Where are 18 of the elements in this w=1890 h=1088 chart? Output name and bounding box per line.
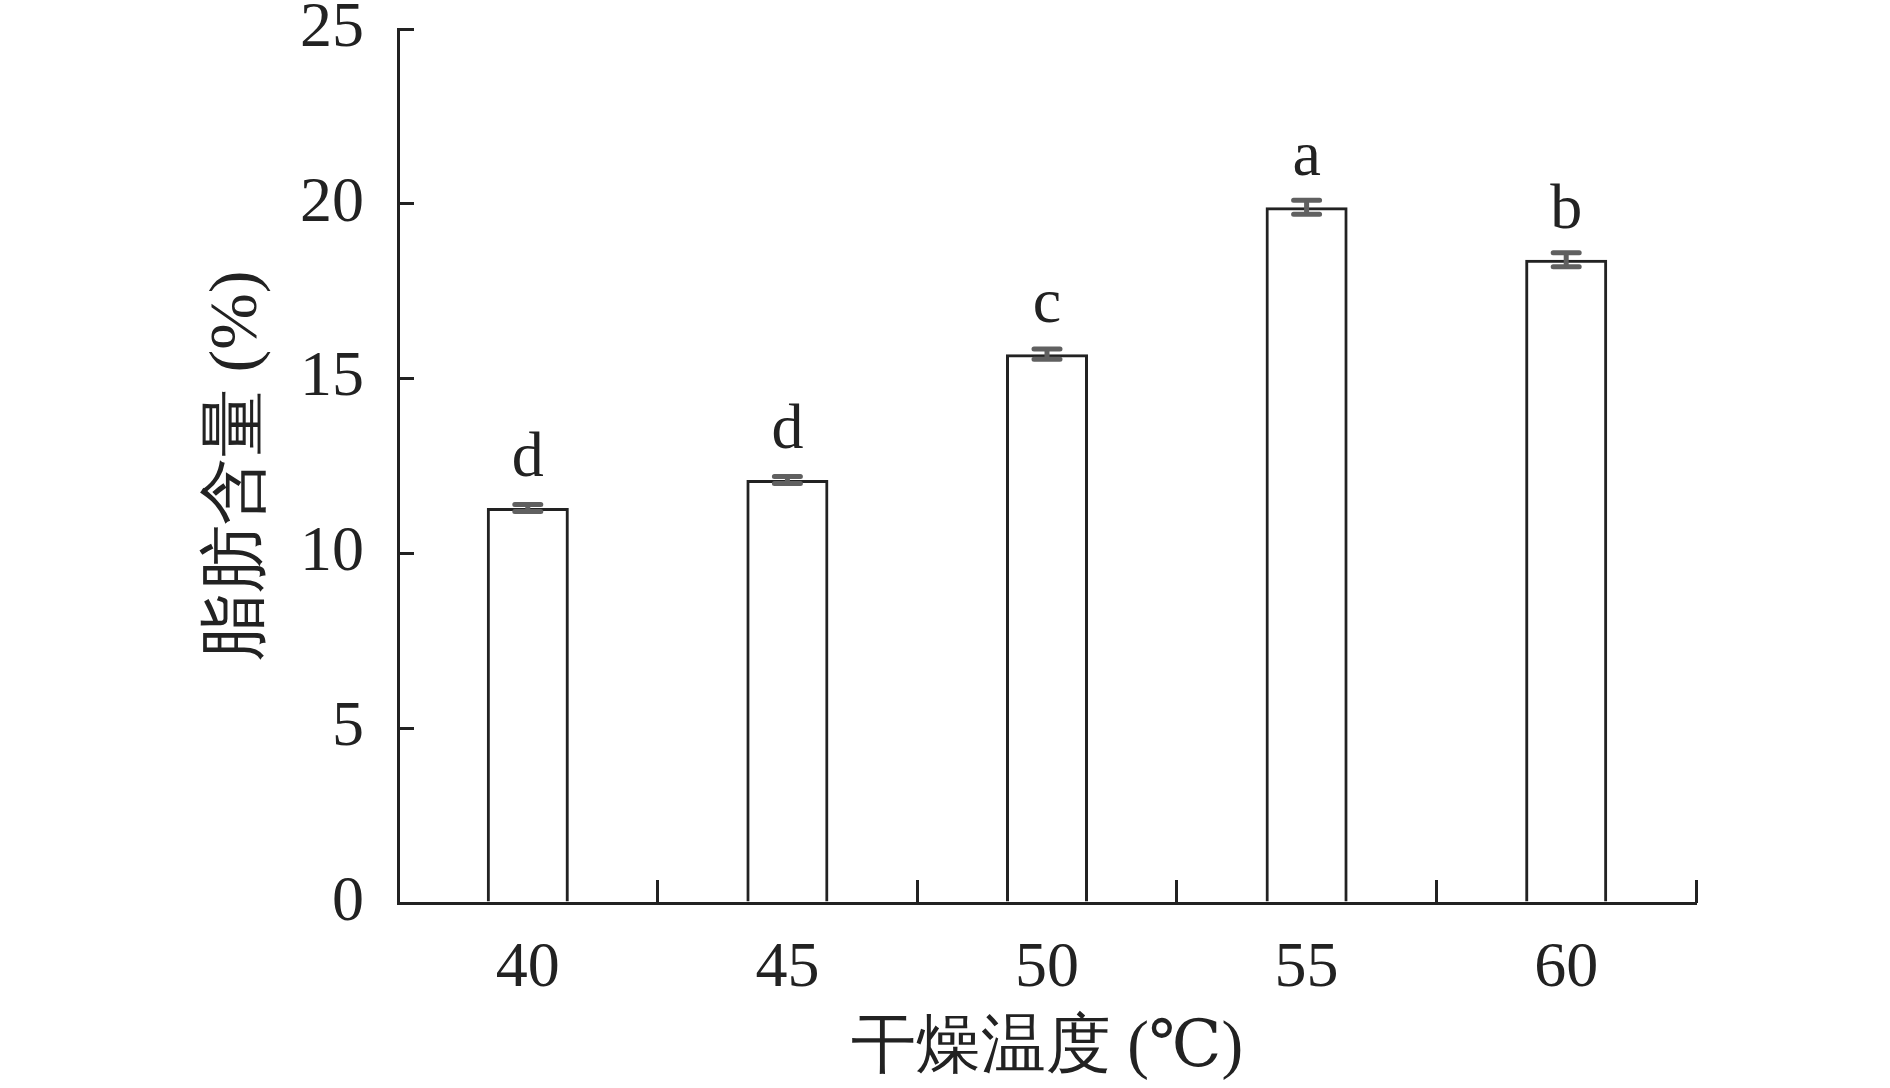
y-tick-label: 10 xyxy=(300,513,364,585)
y-axis-title: 脂肪含量 (%) xyxy=(194,270,271,662)
y-tick-label: 25 xyxy=(300,0,364,60)
annotation: b xyxy=(1550,170,1583,242)
y-tick-label: 15 xyxy=(300,338,364,410)
x-tick-label: 50 xyxy=(1015,929,1079,1001)
annotation: d xyxy=(511,418,544,490)
y-tick-label: 0 xyxy=(332,862,364,934)
x-tick-label: 55 xyxy=(1274,929,1339,1001)
annotation: a xyxy=(1292,118,1321,190)
x-tick-label: 60 xyxy=(1534,929,1599,1001)
y-tick-label: 5 xyxy=(332,688,364,760)
x-tick-label: 40 xyxy=(495,929,560,1001)
annotation: c xyxy=(1032,265,1062,337)
annotation: d xyxy=(771,390,804,462)
x-axis-title: 干燥温度 (℃) xyxy=(850,1008,1244,1081)
y-tick-label: 20 xyxy=(300,163,364,235)
x-tick-label: 45 xyxy=(755,929,820,1001)
